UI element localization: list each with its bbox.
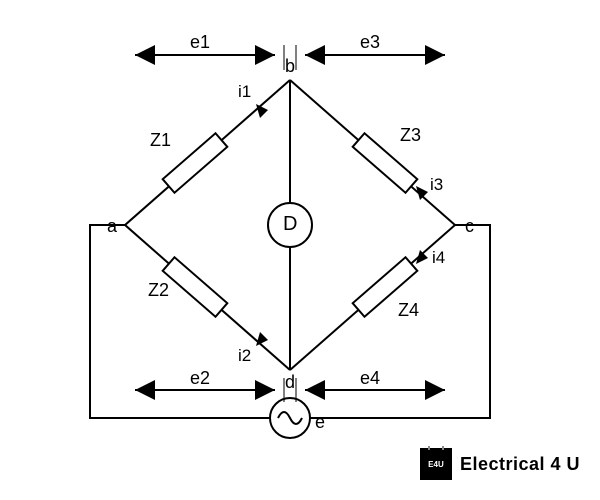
circuit-svg <box>0 0 600 500</box>
z2-label: Z2 <box>148 280 169 301</box>
node-a-label: a <box>107 216 117 237</box>
arrow-i2 <box>256 332 268 346</box>
z1-label: Z1 <box>150 130 171 151</box>
brand-area: E4U Electrical 4 U <box>420 448 580 480</box>
e1-label: e1 <box>190 32 210 53</box>
i1-label: i1 <box>238 82 251 102</box>
resistor-z2 <box>163 257 228 317</box>
i4-label: i4 <box>432 248 445 268</box>
brand-badge-icon: E4U <box>420 448 452 480</box>
brand-badge-text: E4U <box>428 460 444 469</box>
z3-label: Z3 <box>400 125 421 146</box>
circuit-diagram: a b c d e Z1 Z2 Z3 Z4 i1 i2 i3 i4 e1 e2 … <box>0 0 600 500</box>
e4-label: e4 <box>360 368 380 389</box>
arrow-i1 <box>256 104 268 118</box>
detector-label: D <box>283 213 297 236</box>
node-b-label: b <box>285 56 295 77</box>
node-c-label: c <box>465 216 474 237</box>
i2-label: i2 <box>238 346 251 366</box>
e2-label: e2 <box>190 368 210 389</box>
brand-text: Electrical 4 U <box>460 454 580 475</box>
node-d-label: d <box>285 372 295 393</box>
resistor-z1 <box>163 133 228 193</box>
node-e-label: e <box>315 412 325 433</box>
z4-label: Z4 <box>398 300 419 321</box>
i3-label: i3 <box>430 175 443 195</box>
e3-label: e3 <box>360 32 380 53</box>
